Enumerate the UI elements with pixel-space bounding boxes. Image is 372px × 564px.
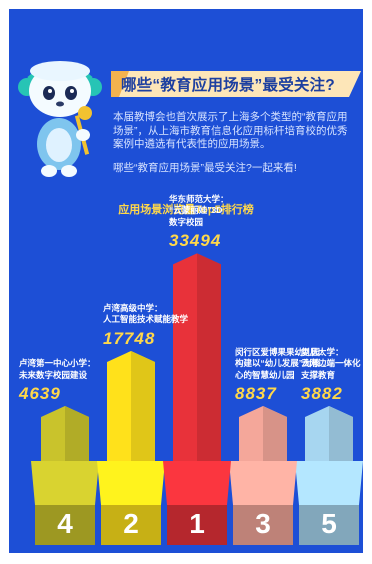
bar-category-line: 数字校园 bbox=[169, 216, 204, 227]
bar-category-label: 华东师范大学： “云蒙丽娃”3D 数字校园 bbox=[169, 194, 265, 229]
intro-paragraph: 本届教博会也首次展示了上海多个类型的“教育应用场景”，从上海市教育信息化应用标杆… bbox=[113, 111, 348, 150]
bar-category-line: 复旦大学： bbox=[301, 346, 344, 357]
bar-category-label: 闵行区爱博果果幼儿园： 构建以“幼儿发展”为核 心的智慧幼儿园 bbox=[235, 347, 331, 382]
bar-category-label: 卢湾高级中学： 人工智能技术赋能教学 bbox=[103, 303, 199, 326]
bar-category-line: 卢湾第一中心小学： bbox=[19, 358, 96, 368]
bar-category-line: 构建以“幼儿发展”为核 bbox=[235, 358, 321, 368]
bar-value-label: 17748 bbox=[103, 328, 156, 348]
bar-category-label: 卢湾第一中心小学： 未来数字校园建设 bbox=[19, 358, 115, 381]
bar-shade bbox=[65, 406, 89, 461]
bar-base bbox=[35, 505, 95, 545]
intro-question: 哪些“教育应用场景”最受关注?一起来看! bbox=[113, 162, 297, 174]
bar-base bbox=[233, 505, 293, 545]
bar-value-label: 4639 bbox=[19, 384, 61, 403]
bar-value-label: 3882 bbox=[301, 384, 343, 403]
mascot-illustration bbox=[18, 61, 102, 177]
bar-category-label: 复旦大学： 云网边端一体化 支撑教育 bbox=[301, 347, 363, 382]
bar-shade bbox=[329, 406, 353, 461]
poster: 哪些“教育应用场景”最受关注? 本届教博会也首次展示了上海多个类型的“教育应用场… bbox=[9, 9, 363, 553]
bar-bevel bbox=[97, 461, 165, 505]
bar-base bbox=[299, 505, 359, 545]
bar-bevel bbox=[163, 461, 231, 505]
bar-bevel bbox=[295, 461, 363, 505]
bar-category-line: 闵行区爱博果果幼儿园： bbox=[235, 346, 329, 357]
page-title: 哪些“教育应用场景”最受关注? bbox=[121, 77, 335, 94]
bar-shade bbox=[263, 406, 287, 461]
bar-category-line: “云蒙丽娃”3D bbox=[169, 205, 223, 216]
rank-label: 1 bbox=[189, 508, 205, 539]
bar-value-label: 33494 bbox=[169, 231, 222, 251]
bar-base bbox=[167, 505, 227, 545]
bar-category-line: 心的智慧幼儿园 bbox=[235, 369, 295, 380]
title-banner bbox=[111, 71, 361, 97]
bar-category-line: 未来数字校园建设 bbox=[19, 369, 88, 380]
bar-bevel bbox=[31, 461, 99, 505]
bar-category-line: 华东师范大学： bbox=[169, 193, 229, 204]
bar-category-line: 卢湾高级中学： bbox=[103, 302, 163, 313]
rank-label: 3 bbox=[255, 508, 271, 539]
bar-bevel bbox=[229, 461, 297, 505]
bar-category-line: 支撑教育 bbox=[301, 369, 336, 380]
bar-base bbox=[101, 505, 161, 545]
rank-label: 5 bbox=[321, 508, 337, 539]
bar-category-line: 云网边端一体化 bbox=[301, 358, 361, 368]
bar-shade bbox=[197, 253, 221, 461]
bar-chart: 4 5 2 3 1 bbox=[31, 253, 363, 545]
chart-title: 应用场景浏览量Top5排行榜 bbox=[118, 204, 254, 216]
rank-label: 4 bbox=[57, 508, 73, 539]
rank-label: 2 bbox=[123, 508, 139, 539]
bar-category-line: 人工智能技术赋能教学 bbox=[103, 314, 189, 325]
bar-shade bbox=[131, 350, 155, 461]
bar-value-label: 8837 bbox=[235, 384, 277, 403]
